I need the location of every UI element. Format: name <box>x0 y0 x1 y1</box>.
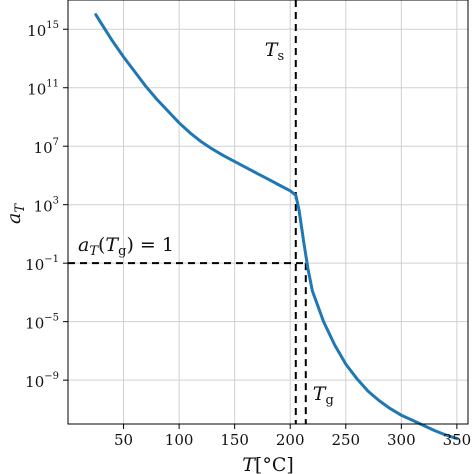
y-axis-var: a <box>3 213 25 224</box>
y-tick-label: 10−9 <box>25 371 59 391</box>
equation-open: ( <box>98 234 105 256</box>
y-tick-exponent: −1 <box>44 254 59 265</box>
x-tick-label: 200 <box>276 431 305 449</box>
y-tick-base: 10 <box>34 198 53 216</box>
series-line <box>94 13 459 441</box>
y-tick-base: 10 <box>25 373 44 391</box>
y-tick-base: 10 <box>27 22 46 40</box>
x-tick-label: 150 <box>220 431 249 449</box>
x-axis-var: T <box>242 454 256 474</box>
y-tick-label: 10−5 <box>25 313 59 333</box>
y-tick-exponent: 7 <box>53 137 59 148</box>
x-axis-ticks: 50 100 150 200 250 300 350 <box>114 424 471 449</box>
x-tick-label: 100 <box>165 431 194 449</box>
reference-lines <box>68 0 307 424</box>
y-tick-label: 1011 <box>27 79 59 99</box>
y-tick-exponent: −9 <box>44 371 59 382</box>
equation-arg-sub: g <box>118 244 126 259</box>
y-tick-exponent: 11 <box>46 79 59 90</box>
annotation-tg-sub: g <box>325 393 333 408</box>
equation-a-sub: T <box>89 244 99 259</box>
x-tick-label: 250 <box>331 431 360 449</box>
y-tick-base: 10 <box>27 81 46 99</box>
y-tick-base: 10 <box>25 256 44 274</box>
y-tick-base: 10 <box>34 139 53 157</box>
y-axis-sub: T <box>13 203 28 213</box>
annotation-tg: Tg <box>313 383 334 408</box>
annotation-equation: aT(Tg) = 1 <box>78 234 174 259</box>
annotation-ts-sub: s <box>277 49 284 64</box>
annotation-tg-var: T <box>313 383 327 405</box>
x-tick-label: 50 <box>114 431 133 449</box>
y-tick-label: 10−1 <box>25 254 59 274</box>
x-axis-unit: [°C] <box>255 454 294 474</box>
y-tick-label: 107 <box>34 137 59 157</box>
y-axis-title: aT <box>3 203 28 224</box>
y-tick-exponent: 15 <box>46 20 59 31</box>
y-tick-exponent: 3 <box>53 196 59 207</box>
equation-close: ) = 1 <box>126 234 174 256</box>
annotation-ts: Ts <box>265 39 284 64</box>
series-group <box>94 13 459 441</box>
y-tick-base: 10 <box>25 315 44 333</box>
y-tick-label: 103 <box>34 196 59 216</box>
x-axis-title: T[°C] <box>242 454 294 474</box>
equation-a: a <box>78 234 89 256</box>
x-tick-label: 300 <box>387 431 416 449</box>
y-tick-label: 1015 <box>27 20 59 40</box>
plot-frame <box>67 0 469 425</box>
y-tick-exponent: −5 <box>44 313 59 324</box>
x-tick-label: 350 <box>443 431 472 449</box>
equation-arg: T <box>105 234 119 256</box>
annotation-ts-var: T <box>265 39 279 61</box>
